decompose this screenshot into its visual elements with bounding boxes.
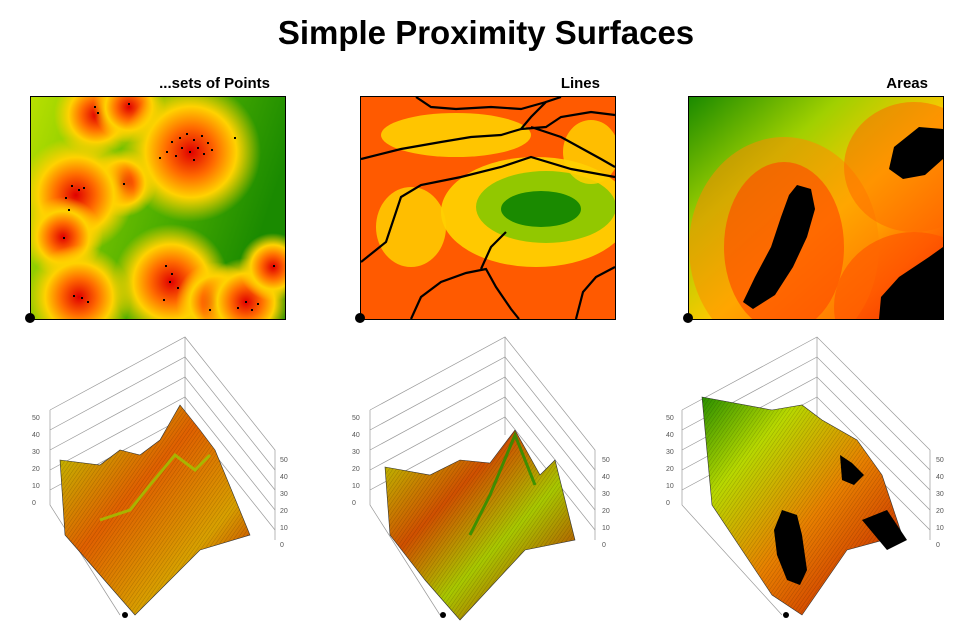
tick-label: 40 — [32, 432, 40, 439]
tick-label: 30 — [936, 491, 944, 498]
origin-marker — [683, 313, 693, 323]
tick-label: 0 — [280, 542, 284, 549]
tick-label: 10 — [352, 483, 360, 490]
area-features — [743, 127, 943, 319]
tick-label: 20 — [666, 466, 674, 473]
tick-label: 10 — [602, 525, 610, 532]
tick-label: 40 — [352, 432, 360, 439]
panel-label-lines: Lines — [560, 75, 600, 92]
tick-label: 10 — [936, 525, 944, 532]
left-axis-ticks: 0 10 20 30 40 50 — [666, 415, 674, 507]
tick-label: 40 — [666, 432, 674, 439]
tick-label: 30 — [32, 449, 40, 456]
origin-marker — [122, 612, 128, 618]
left-axis-ticks: 0 10 20 30 40 50 — [32, 415, 40, 507]
right-axis-ticks: 0 10 20 30 40 50 — [936, 457, 944, 549]
panel-label-areas: Areas — [886, 75, 928, 92]
tick-label: 20 — [936, 508, 944, 515]
tick-label: 50 — [352, 415, 360, 422]
tick-label: 0 — [352, 500, 356, 507]
surface-3d-lines: 0 10 20 30 40 50 0 10 20 30 40 50 — [340, 335, 640, 630]
tick-label: 0 — [602, 542, 606, 549]
tick-label: 50 — [32, 415, 40, 422]
right-axis-ticks: 0 10 20 30 40 50 — [602, 457, 610, 549]
tick-label: 40 — [602, 474, 610, 481]
tick-label: 20 — [32, 466, 40, 473]
tick-label: 0 — [32, 500, 36, 507]
origin-marker — [783, 612, 789, 618]
tick-label: 40 — [936, 474, 944, 481]
right-axis-ticks: 0 10 20 30 40 50 — [280, 457, 288, 549]
surface-3d-areas: 0 10 20 30 40 50 0 10 20 30 40 50 — [662, 335, 962, 630]
left-axis-ticks: 0 10 20 30 40 50 — [352, 415, 360, 507]
tick-label: 30 — [602, 491, 610, 498]
map-lines — [360, 96, 616, 320]
tick-label: 0 — [936, 542, 940, 549]
tick-label: 20 — [352, 466, 360, 473]
point-features — [63, 103, 275, 311]
origin-marker — [25, 313, 35, 323]
panel-label-points: ...sets of Points — [159, 75, 270, 92]
proximity-blobs — [31, 97, 285, 319]
axis-frame — [369, 336, 596, 616]
tick-label: 50 — [666, 415, 674, 422]
origin-marker — [440, 612, 446, 618]
tick-label: 30 — [352, 449, 360, 456]
origin-marker — [355, 313, 365, 323]
tick-label: 10 — [280, 525, 288, 532]
tick-label: 50 — [602, 457, 610, 464]
tick-label: 40 — [280, 474, 288, 481]
map-areas — [688, 96, 944, 320]
tick-label: 10 — [666, 483, 674, 490]
tick-label: 20 — [602, 508, 610, 515]
page-title: Simple Proximity Surfaces — [277, 14, 695, 51]
tick-label: 30 — [280, 491, 288, 498]
tick-label: 50 — [936, 457, 944, 464]
line-features — [361, 97, 615, 319]
tick-label: 50 — [280, 457, 288, 464]
area-features-3d — [774, 455, 907, 585]
tick-label: 10 — [32, 483, 40, 490]
tick-label: 0 — [666, 500, 670, 507]
tick-label: 20 — [280, 508, 288, 515]
map-points — [30, 96, 286, 320]
surface-3d-points: 0 10 20 30 40 50 0 10 20 30 40 50 — [10, 335, 310, 630]
tick-label: 30 — [666, 449, 674, 456]
